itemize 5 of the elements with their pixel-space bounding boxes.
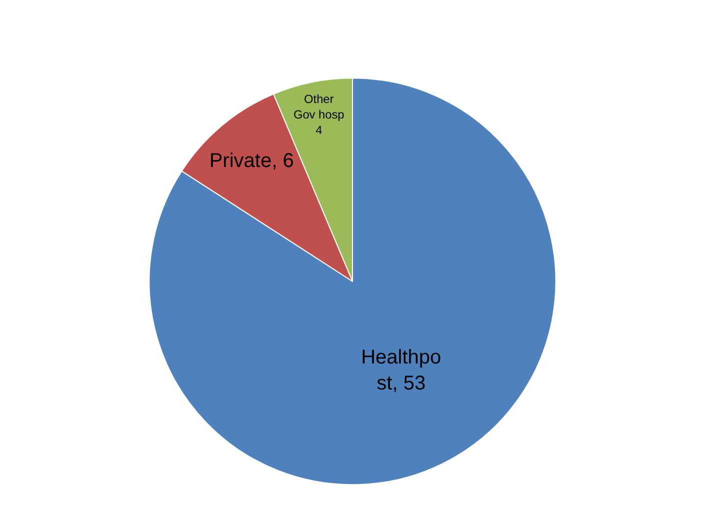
pie-slice — [149, 78, 556, 485]
data-label: 4 — [316, 123, 323, 138]
slice-label: Healthpo st, 53 — [361, 346, 442, 395]
slice-label: Other Gov hosp — [293, 92, 345, 122]
slice-label: Private, 6 — [209, 150, 294, 172]
